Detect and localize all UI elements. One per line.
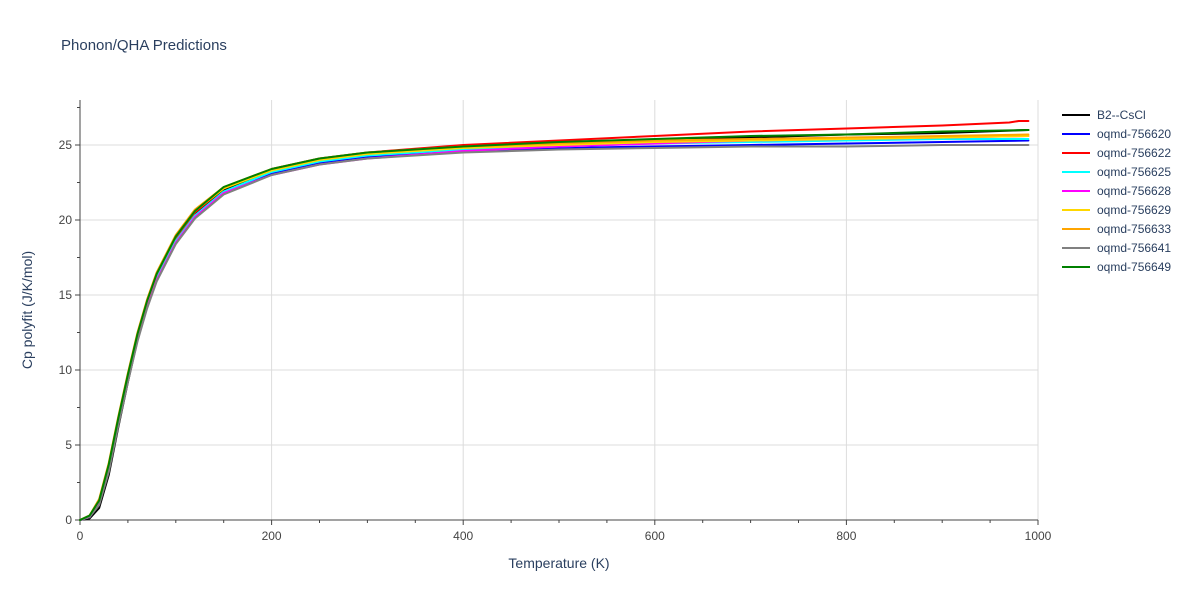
axis-layer: 0 200 400 600 800 1000 0 5 10 15 20 25 (59, 100, 1052, 543)
legend-label: oqmd-756641 (1097, 241, 1171, 255)
legend-label: oqmd-756649 (1097, 260, 1171, 274)
legend-item-oqmd-756629[interactable]: oqmd-756629 (1062, 203, 1171, 217)
y-tick-label: 5 (65, 438, 72, 452)
series-line-oqmd-756649[interactable] (79, 129, 1030, 521)
legend-label: oqmd-756620 (1097, 127, 1171, 141)
y-tick-label: 15 (59, 288, 73, 302)
y-tick-label: 20 (59, 213, 73, 227)
x-tick-label: 200 (262, 529, 282, 543)
legend-item-oqmd-756628[interactable]: oqmd-756628 (1062, 184, 1171, 198)
chart-title: Phonon/QHA Predictions (61, 37, 227, 54)
legend-item-oqmd-756625[interactable]: oqmd-756625 (1062, 165, 1171, 179)
legend-item-oqmd-756620[interactable]: oqmd-756620 (1062, 127, 1171, 141)
legend-label: oqmd-756625 (1097, 165, 1171, 179)
legend-label: oqmd-756622 (1097, 146, 1171, 160)
x-tick-label: 600 (645, 529, 665, 543)
legend-label: oqmd-756628 (1097, 184, 1171, 198)
legend[interactable]: B2--CsCl oqmd-756620 oqmd-756622 oqmd-75662… (1062, 108, 1171, 274)
x-axis-title: Temperature (K) (508, 555, 609, 571)
x-tick-label: 1000 (1025, 529, 1052, 543)
legend-item-oqmd-756622[interactable]: oqmd-756622 (1062, 146, 1171, 160)
y-tick-label: 10 (59, 363, 73, 377)
legend-item-oqmd-756633[interactable]: oqmd-756633 (1062, 222, 1171, 236)
x-tick-label: 400 (453, 529, 473, 543)
y-tick-label: 0 (65, 513, 72, 527)
legend-item-oqmd-756641[interactable]: oqmd-756641 (1062, 241, 1171, 255)
y-tick-label: 25 (59, 138, 73, 152)
x-tick-label: 0 (77, 529, 84, 543)
legend-label: oqmd-756633 (1097, 222, 1171, 236)
legend-item-B2--CsCl[interactable]: B2--CsCl (1062, 108, 1146, 122)
series-line-oqmd-756641[interactable] (79, 144, 1030, 521)
legend-label: oqmd-756629 (1097, 203, 1171, 217)
series-layer[interactable] (79, 120, 1030, 521)
legend-item-oqmd-756649[interactable]: oqmd-756649 (1062, 260, 1171, 274)
legend-label: B2--CsCl (1097, 108, 1146, 122)
y-axis-title: Cp polyfit (J/K/mol) (19, 251, 35, 369)
x-tick-label: 800 (836, 529, 856, 543)
